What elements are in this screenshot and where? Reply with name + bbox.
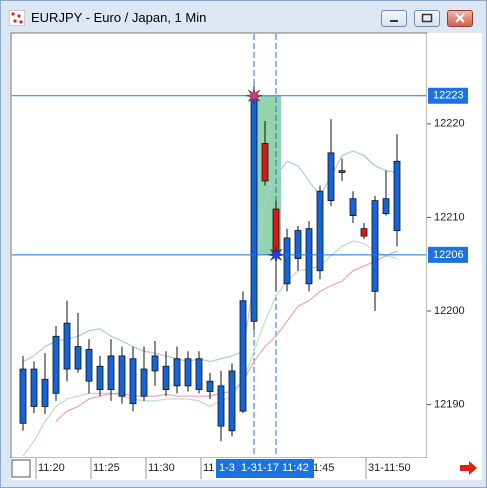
x-tick-label: 1:45 bbox=[313, 462, 334, 474]
candle-body bbox=[41, 378, 49, 407]
cursor-label-bg bbox=[216, 459, 314, 478]
candle-body bbox=[173, 358, 181, 387]
candle-body bbox=[261, 143, 269, 182]
x-tick-label: 31-11:50 bbox=[368, 462, 411, 474]
cursor-label: 1-31-17 11:42 bbox=[241, 462, 309, 474]
x-tick-label: 11 bbox=[203, 462, 214, 474]
candle-body bbox=[217, 385, 225, 427]
price-label-bg bbox=[428, 246, 468, 263]
candle-body bbox=[74, 346, 82, 370]
anchor-star bbox=[267, 246, 285, 263]
plot bbox=[12, 34, 426, 457]
candle-body bbox=[349, 198, 357, 216]
candle-body bbox=[63, 322, 71, 370]
y-tick-label: 12210 bbox=[434, 211, 465, 223]
maximize-button[interactable] bbox=[414, 10, 440, 27]
price-axis bbox=[427, 33, 482, 458]
price-label: 12206 bbox=[433, 249, 464, 261]
x-tick-label: 11:25 bbox=[93, 462, 120, 474]
moving-average bbox=[55, 250, 398, 422]
scroll-box[interactable] bbox=[11, 459, 31, 478]
candle-body bbox=[250, 95, 258, 322]
close-button[interactable] bbox=[447, 10, 473, 27]
title-bar: EURJPY - Euro / Japan, 1 Min bbox=[1, 1, 486, 33]
app-icon bbox=[9, 10, 25, 26]
x-tick-label: 11:20 bbox=[38, 462, 65, 474]
x-tick-label: 11:30 bbox=[148, 462, 175, 474]
anchor-star bbox=[245, 87, 263, 104]
candle-body bbox=[393, 160, 401, 231]
candle-body bbox=[294, 230, 302, 260]
candle-body bbox=[129, 358, 137, 405]
candle-body bbox=[371, 200, 379, 292]
y-tick-label: 12190 bbox=[434, 398, 465, 410]
candle-body bbox=[283, 237, 291, 285]
candle-body bbox=[184, 358, 192, 387]
candle-body bbox=[52, 335, 60, 394]
candle-body bbox=[96, 365, 104, 391]
price-label-bg bbox=[428, 87, 468, 104]
candle-body bbox=[338, 170, 346, 173]
cursor-label: 1-3 bbox=[219, 462, 235, 474]
y-tick-label: 12200 bbox=[434, 305, 465, 317]
candle-body bbox=[162, 365, 170, 391]
candle-body bbox=[206, 380, 214, 392]
candle-body bbox=[239, 300, 247, 412]
candle-body bbox=[118, 355, 126, 397]
candle-body bbox=[30, 368, 38, 407]
candle-body bbox=[228, 370, 236, 432]
candle-body bbox=[19, 368, 27, 424]
candle-body bbox=[151, 355, 159, 372]
candle-body bbox=[305, 228, 313, 285]
window-title: EURJPY - Euro / Japan, 1 Min bbox=[31, 10, 207, 25]
minimize-button[interactable] bbox=[381, 10, 407, 27]
candle-body bbox=[327, 152, 335, 201]
candle-body bbox=[85, 348, 93, 382]
candle-body bbox=[107, 355, 115, 391]
candle-body bbox=[195, 358, 203, 391]
moving-average bbox=[22, 150, 398, 363]
candle-body bbox=[382, 198, 390, 215]
y-tick-label: 12220 bbox=[434, 118, 465, 130]
candle-body bbox=[316, 190, 324, 272]
candle-body bbox=[360, 228, 368, 237]
scroll-arrow[interactable] bbox=[460, 461, 477, 475]
candle-body bbox=[140, 368, 148, 397]
moving-average bbox=[22, 240, 398, 457]
price-label: 12223 bbox=[433, 90, 464, 102]
